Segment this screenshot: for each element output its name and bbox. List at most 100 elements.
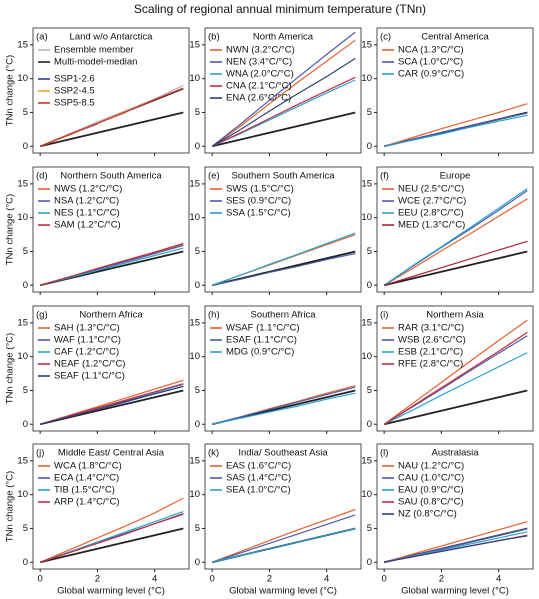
legend-label: SAH (1.3°C/°C) bbox=[54, 323, 120, 334]
series-line bbox=[212, 514, 356, 563]
y-tick-label: 5 bbox=[23, 523, 28, 534]
legend-label: NES (1.1°C/°C) bbox=[54, 208, 120, 219]
figure-title: Scaling of regional annual minimum tempe… bbox=[134, 2, 426, 16]
y-tick-label: 0 bbox=[367, 557, 372, 568]
y-tick-label: 0 bbox=[367, 419, 372, 430]
legend-label: RAR (3.1°C/°C) bbox=[398, 323, 464, 334]
y-tick-label: 10 bbox=[361, 212, 372, 223]
legend-label: CAF (1.2°C/°C) bbox=[54, 347, 119, 358]
y-tick-label: 10 bbox=[361, 489, 372, 500]
x-tick-label: 4 bbox=[324, 574, 329, 585]
panel: 0 5 10 15 (a) Land w/o Antarctica TNn change (… bbox=[5, 27, 190, 156]
legend-label: NEU (2.5°C/°C) bbox=[398, 184, 464, 195]
y-tick-label: 0 bbox=[23, 557, 28, 568]
panel: 0 5 10 15 (i) Northern Asia RAR (3.1°C/°C)WSB … bbox=[361, 305, 534, 434]
y-tick-label: 5 bbox=[23, 385, 28, 396]
legend-label: SES (0.9°C/°C) bbox=[226, 196, 291, 207]
series-line bbox=[212, 392, 356, 425]
panel: 0 5 10 15 (c) Central America NCA (1.3°C/°C)SC… bbox=[361, 27, 534, 156]
panel-title: Northern South America bbox=[60, 171, 162, 182]
y-tick-label: 5 bbox=[367, 385, 372, 396]
series-line bbox=[383, 352, 528, 425]
series-line bbox=[212, 252, 356, 286]
y-tick-label: 10 bbox=[189, 73, 200, 84]
legend-label: NCA (1.3°C/°C) bbox=[398, 45, 464, 56]
panel: 0 5 10 15 (f) Europe NEU (2.5°C/°C)WCE (2.7°C/… bbox=[361, 166, 534, 295]
series-line bbox=[383, 188, 528, 286]
plot-frame bbox=[32, 27, 190, 154]
plot-frame bbox=[204, 166, 362, 293]
plot-frame bbox=[32, 443, 190, 570]
panel-label: (l) bbox=[380, 448, 388, 459]
series-line bbox=[40, 385, 184, 425]
reference-line bbox=[211, 111, 356, 148]
panel-title: Southern Africa bbox=[251, 310, 317, 321]
panel-label: (g) bbox=[36, 310, 48, 321]
legend-label: WNA (2.0°C/°C) bbox=[226, 69, 294, 80]
y-tick-label: 5 bbox=[367, 523, 372, 534]
y-tick-label: 5 bbox=[367, 107, 372, 118]
series-line bbox=[211, 508, 356, 563]
y-tick-label: 10 bbox=[361, 73, 372, 84]
y-tick-label: 0 bbox=[23, 141, 28, 152]
legend-label: ECA (1.4°C/°C) bbox=[54, 473, 119, 484]
panel: 0 5 10 15 0 2 4 (l) Australasia Global warming le… bbox=[361, 443, 534, 597]
y-tick-label: 10 bbox=[189, 351, 200, 362]
panel-title: Europe bbox=[440, 171, 471, 182]
legend-label: SAS (1.4°C/°C) bbox=[226, 473, 291, 484]
legend-label: MED (1.3°C/°C) bbox=[398, 220, 465, 231]
y-tick-label: 15 bbox=[189, 178, 200, 189]
legend-label: EAS (1.6°C/°C) bbox=[226, 461, 291, 472]
legend-label: ESB (2.1°C/°C) bbox=[398, 347, 463, 358]
x-tick-label: 0 bbox=[210, 574, 215, 585]
panel-title: Central America bbox=[421, 32, 489, 43]
series-line bbox=[40, 513, 184, 563]
x-tick-label: 0 bbox=[382, 574, 387, 585]
panel-label: (e) bbox=[208, 171, 220, 182]
y-tick-label: 0 bbox=[195, 557, 200, 568]
panel-label: (a) bbox=[36, 32, 48, 43]
legend-label: Ensemble member bbox=[54, 45, 134, 56]
series-line bbox=[212, 527, 356, 563]
series-line bbox=[211, 31, 356, 147]
series-line bbox=[39, 497, 184, 563]
panel-label: (j) bbox=[36, 448, 44, 459]
x-axis-title: Global warming level (°C) bbox=[401, 586, 509, 597]
panel: 0 5 10 15 (d) Northern South America TNn chang… bbox=[5, 166, 190, 295]
panel-label: (d) bbox=[36, 171, 48, 182]
series-line bbox=[40, 242, 184, 286]
y-tick-label: 15 bbox=[361, 178, 372, 189]
y-tick-label: 5 bbox=[23, 246, 28, 257]
y-tick-label: 0 bbox=[23, 280, 28, 291]
panel-title: Australasia bbox=[432, 448, 480, 459]
panel-title: India/ Southeast Asia bbox=[238, 448, 328, 459]
reference-line bbox=[39, 527, 184, 564]
x-tick-label: 0 bbox=[38, 574, 43, 585]
y-tick-label: 5 bbox=[195, 246, 200, 257]
series-line bbox=[212, 232, 356, 286]
y-tick-label: 15 bbox=[17, 39, 28, 50]
series-line bbox=[383, 319, 528, 425]
panel: 0 5 10 15 (h) Southern Africa WSAF (1.1°C/°C)E… bbox=[189, 305, 362, 434]
y-tick-label: 15 bbox=[17, 455, 28, 466]
legend-label: NWS (1.2°C/°C) bbox=[54, 184, 122, 195]
panel: 0 5 10 15 (b) North America NWN (3.2°C/°C)NEN … bbox=[189, 27, 362, 156]
x-tick-label: 2 bbox=[267, 574, 272, 585]
legend-label: SAM (1.2°C/°C) bbox=[54, 220, 121, 231]
legend-label: TIB (1.5°C/°C) bbox=[54, 485, 115, 496]
plot-frame bbox=[376, 166, 534, 293]
y-tick-label: 10 bbox=[361, 351, 372, 362]
series-line bbox=[384, 521, 528, 563]
y-tick-label: 5 bbox=[195, 107, 200, 118]
x-tick-label: 2 bbox=[95, 574, 100, 585]
legend-label: EAU (0.9°C/°C) bbox=[398, 485, 464, 496]
legend-label: CAR (0.9°C/°C) bbox=[398, 69, 464, 80]
series-line bbox=[212, 386, 356, 425]
legend-label: NWN (3.2°C/°C) bbox=[226, 45, 295, 56]
legend-label: NZ (0.8°C/°C) bbox=[398, 509, 457, 520]
y-tick-label: 0 bbox=[195, 280, 200, 291]
y-tick-label: 5 bbox=[195, 523, 200, 534]
legend-label: SAU (0.8°C/°C) bbox=[398, 497, 464, 508]
legend-label: ENA (2.6°C/°C) bbox=[226, 93, 291, 104]
